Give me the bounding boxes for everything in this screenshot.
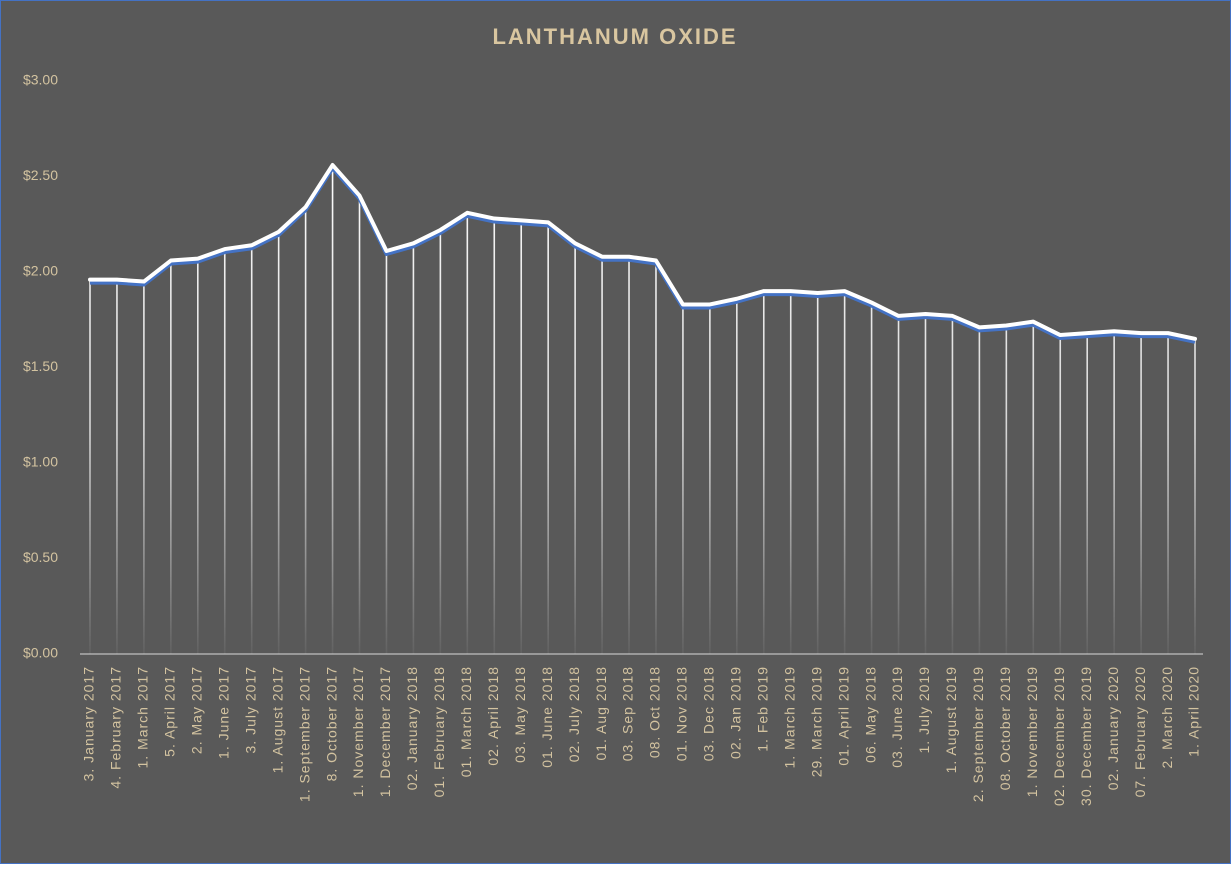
x-tick-label: 1. November 2017 [350,666,366,797]
x-tick-label: 3. July 2017 [242,666,258,754]
x-tick-label: 1. December 2017 [377,666,393,797]
x-tick-label: 01. March 2018 [458,666,474,777]
x-tick-label: 02. December 2019 [1051,666,1067,806]
x-tick-label: 1. Feb 2019 [754,666,770,752]
x-tick-label: 4. February 2017 [108,666,124,789]
x-tick-label: 02. April 2018 [485,666,501,766]
x-tick-label: 03. Dec 2018 [701,666,717,761]
x-tick-label: 29. March 2019 [808,666,824,777]
x-tick-label: 5. April 2017 [162,666,178,757]
x-tick-label: 1. April 2020 [1186,666,1202,757]
x-tick-label: 07. February 2020 [1132,666,1148,797]
y-tick-label: $1.50 [23,358,58,374]
line-series [88,163,1197,341]
x-tick-label: 02. January 2018 [404,666,420,790]
x-tick-label: 2. March 2020 [1159,666,1175,769]
x-tick-label: 1. September 2017 [296,666,312,802]
x-tick-label: 08. Oct 2018 [647,666,663,758]
x-tick-label: 01. April 2019 [835,666,851,766]
x-tick-label: 1. August 2019 [943,666,959,773]
x-tick-label: 1. July 2019 [916,666,932,754]
x-tick-label: 1. August 2017 [269,666,285,773]
x-tick-label: 8. October 2017 [323,666,339,781]
x-tick-label: 02. Jan 2019 [728,666,744,759]
x-tick-label: 30. December 2019 [1078,666,1094,806]
y-tick-label: $0.50 [23,549,58,565]
x-tick-label: 2. September 2019 [970,666,986,802]
x-tick-label: 02. January 2020 [1105,666,1121,790]
x-tick-label: 3. January 2017 [81,666,97,781]
x-tick-label: 08. October 2019 [997,666,1013,790]
x-tick-label: 01. February 2018 [431,666,447,797]
x-tick-label: 1. March 2019 [781,666,797,769]
x-tick-label: 1. March 2017 [135,666,151,769]
x-tick-label: 1. November 2019 [1024,666,1040,797]
line-shadow [90,166,1196,344]
x-tick-label: 2. May 2017 [189,666,205,754]
y-tick-label: $0.00 [23,645,58,661]
x-tick-label: 01. Nov 2018 [674,666,690,761]
x-tick-label: 03. Sep 2018 [620,666,636,761]
chart-title: LANTHANUM OXIDE [492,24,737,49]
y-tick-label: $3.00 [23,72,58,88]
x-tick-label: 03. June 2019 [889,666,905,768]
x-tick-label: 1. June 2017 [215,666,231,759]
x-tick-label: 06. May 2018 [862,666,878,763]
x-tick-label: 03. May 2018 [512,666,528,763]
y-tick-label: $2.00 [23,263,58,279]
x-tick-label: 02. July 2018 [566,666,582,762]
x-tick-label: 01. Aug 2018 [593,666,609,761]
x-tick-label: 01. June 2018 [539,666,555,768]
y-tick-label: $2.50 [23,167,58,183]
y-tick-label: $1.00 [23,454,58,470]
